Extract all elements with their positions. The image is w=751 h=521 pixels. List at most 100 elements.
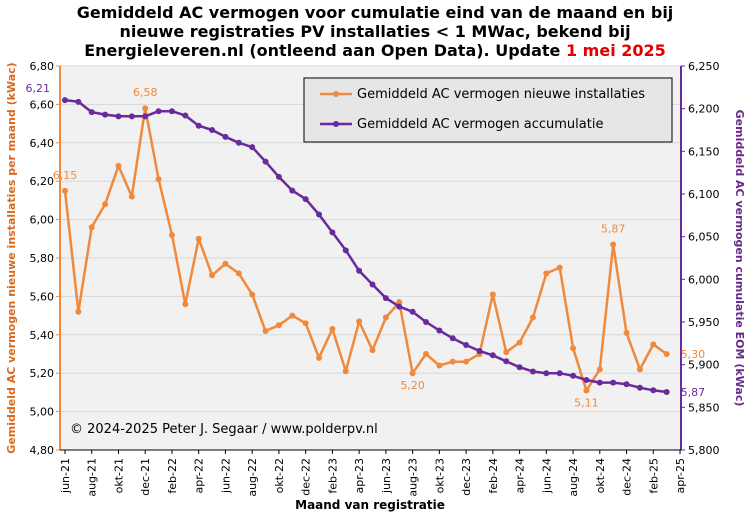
legend-marker-new-installations (333, 91, 339, 97)
accumulation-point (155, 108, 162, 115)
accumulation-point (543, 370, 550, 377)
data-label-accumulation: 6,21 (26, 82, 51, 95)
accumulation-point (88, 109, 95, 116)
accumulation-point (209, 127, 216, 133)
accumulation-point (115, 113, 122, 120)
new-installations-point (235, 270, 242, 277)
new-installations-point (596, 366, 603, 373)
new-installations-point (88, 224, 95, 231)
data-label-new-installations: 5,11 (574, 396, 599, 409)
x-tick-label: okt-21 (112, 458, 125, 493)
y-left-tick-label: 6,40 (30, 137, 55, 150)
chart-title-line-3: Energieleveren.nl (ontleend aan Open Dat… (84, 41, 666, 60)
new-installations-point (516, 339, 523, 346)
accumulation-point (476, 348, 483, 355)
chart-title-line-1: Gemiddeld AC vermogen voor cumulatie ein… (77, 3, 674, 22)
y-left-tick-label: 6,80 (30, 60, 55, 73)
series-accumulation (62, 97, 670, 395)
new-installations-point (382, 314, 389, 321)
new-installations-point (556, 264, 563, 271)
chart-title-line-2: nieuwe registraties PV installaties < 1 … (119, 22, 630, 41)
x-tick-label: feb-24 (487, 458, 500, 494)
accumulation-point (342, 247, 349, 254)
x-tick-label: okt-23 (433, 458, 446, 493)
y-left-tick-label: 4,80 (30, 444, 55, 457)
legend-box (303, 77, 673, 143)
new-installations-point (610, 241, 617, 248)
new-installations-point (449, 358, 456, 365)
y-left-tick-label: 6,60 (30, 98, 55, 111)
y-left-tick-label: 5,60 (30, 290, 55, 303)
new-installations-point (102, 201, 109, 208)
x-axis-label: Maand van registratie (295, 498, 445, 512)
new-installations-point (356, 318, 363, 325)
new-installations-point (316, 354, 323, 361)
x-tick-label: feb-23 (326, 458, 339, 494)
accumulation-point (489, 352, 496, 359)
new-installations-point (396, 299, 403, 306)
y-axis-right-label: Gemiddeld AC vermogen cumulatie EOM (kWa… (733, 110, 746, 407)
x-tick-label: okt-22 (273, 458, 286, 493)
accumulation-point (516, 364, 523, 371)
new-installations-line (63, 106, 668, 392)
new-installations-point (142, 105, 149, 112)
x-tick-label: apr-23 (353, 458, 366, 494)
accumulation-point (182, 112, 189, 119)
accumulation-point (396, 303, 403, 310)
accumulation-point (275, 173, 282, 180)
new-installations-point (636, 366, 643, 373)
new-installations-point (570, 345, 577, 352)
accumulation-point (636, 384, 643, 391)
data-label-new-installations: 5,20 (400, 379, 425, 392)
x-tick-label: dec-21 (139, 458, 152, 496)
x-tick-label: dec-24 (621, 458, 634, 496)
new-installations-point (222, 260, 229, 267)
y-right-tick-label: 6,150 (688, 145, 720, 158)
new-installations-point (155, 176, 162, 183)
new-installations-point (289, 312, 296, 319)
x-tick-label: aug-23 (407, 458, 420, 497)
x-tick-label: apr-24 (514, 458, 527, 494)
y-axis-left-ticks: 4,80 5,00 5,20 5,40 5,60 5,80 6,00 6,20 6,40 6,60… (30, 60, 60, 457)
new-installations-point (62, 187, 68, 194)
accumulation-point (650, 387, 657, 394)
accumulation-point (356, 267, 363, 274)
x-tick-label: aug-21 (86, 458, 99, 497)
y-right-tick-label: 6,200 (688, 103, 720, 116)
y-left-tick-label: 5,20 (30, 367, 55, 380)
accumulation-point (436, 327, 443, 334)
accumulation-point (663, 388, 670, 395)
new-installations-point (409, 370, 416, 377)
accumulation-point (142, 113, 149, 120)
accumulation-point (128, 113, 135, 120)
new-installations-point (342, 368, 349, 375)
accumulation-point (316, 211, 323, 218)
new-installations-point (583, 387, 590, 394)
series-new-installations (62, 105, 670, 394)
new-installations-point (115, 162, 122, 169)
x-tick-label: jun-24 (540, 458, 553, 494)
x-tick-label: jun-22 (219, 458, 232, 494)
accumulation-point (596, 379, 603, 386)
accumulation-point (102, 111, 109, 118)
y-left-tick-label: 5,80 (30, 252, 55, 265)
y-right-tick-label: 5,950 (688, 316, 720, 329)
x-tick-label: aug-24 (567, 458, 580, 497)
new-installations-point (128, 193, 135, 200)
x-tick-label: feb-22 (166, 458, 179, 494)
new-installations-point (262, 327, 269, 334)
new-installations-point (463, 358, 470, 365)
x-tick-label: jun-23 (380, 458, 393, 494)
accumulation-point (262, 158, 269, 165)
x-tick-label: apr-25 (674, 458, 687, 494)
x-tick-label: dec-22 (300, 458, 313, 496)
new-installations-point (302, 320, 309, 327)
accumulation-point (222, 133, 229, 140)
copyright-credit: © 2024-2025 Peter J. Segaar / www.polder… (70, 422, 378, 437)
chart-title-line-3-prefix: Energieleveren.nl (ontleend aan Open Dat… (84, 41, 566, 60)
accumulation-point (583, 377, 590, 384)
accumulation-point (235, 139, 242, 146)
accumulation-point (503, 358, 510, 365)
legend-marker-accumulation (333, 121, 339, 127)
